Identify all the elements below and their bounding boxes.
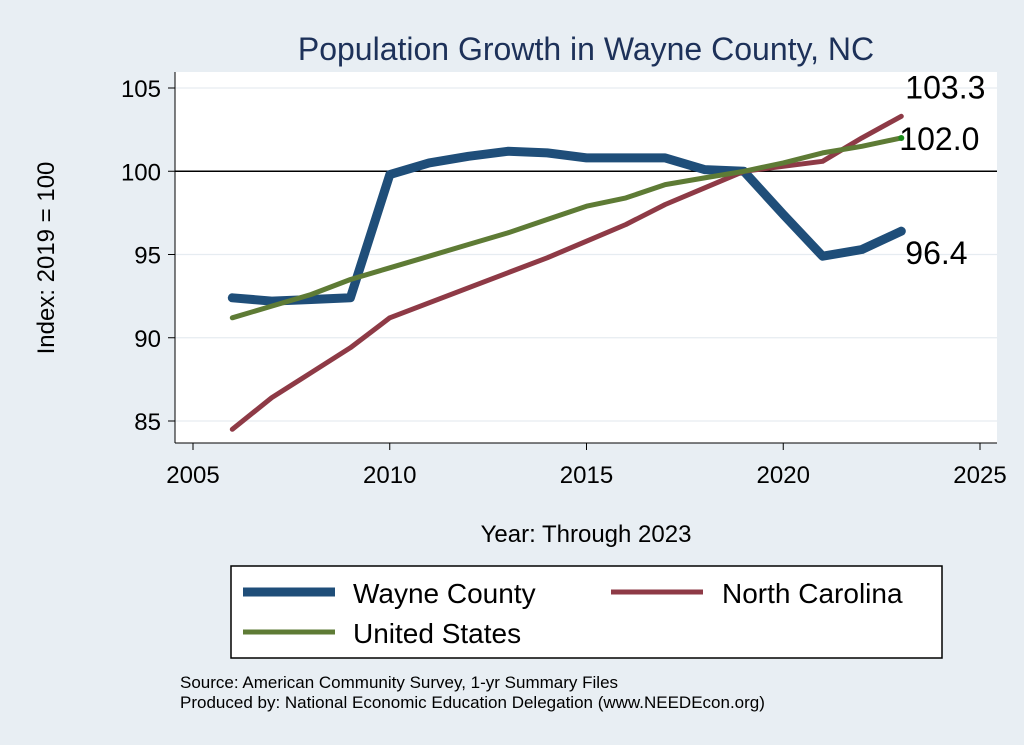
y-axis-label: Index: 2019 = 100	[33, 162, 60, 355]
end-dot-united-states	[898, 134, 905, 141]
legend: Wayne County North Carolina United State…	[230, 565, 943, 659]
legend-box	[230, 565, 943, 659]
y-tick-label-85: 85	[134, 409, 161, 436]
plot-background	[175, 72, 997, 443]
axis-ticks: 85 90 95 100 105 2005 2010 2015 2020 2025	[121, 76, 1007, 489]
x-tick-label-2015: 2015	[560, 462, 613, 489]
series-lines	[227, 113, 906, 432]
end-labels: 96.4 103.3 102.0	[899, 69, 985, 271]
x-tick-label-2010: 2010	[363, 462, 416, 489]
y-tick-label-105: 105	[121, 76, 161, 103]
end-label-wayne-county: 96.4	[905, 235, 967, 271]
x-tick-label-2020: 2020	[757, 462, 810, 489]
series-line-united-states	[229, 135, 904, 321]
produced-by-note: Produced by: National Economic Education…	[180, 693, 765, 712]
legend-label-wayne-county: Wayne County	[353, 578, 536, 609]
y-tick-label-95: 95	[134, 243, 161, 270]
series-line-wayne-county	[227, 146, 906, 306]
y-tick-label-90: 90	[134, 326, 161, 353]
x-axis-label: Year: Through 2023	[481, 521, 692, 548]
end-label-north-carolina: 103.3	[905, 69, 985, 105]
legend-label-north-carolina: North Carolina	[722, 578, 903, 609]
chart-title: Population Growth in Wayne County, NC	[298, 31, 874, 67]
series-line-north-carolina	[229, 113, 904, 432]
end-label-united-states: 102.0	[899, 121, 979, 157]
y-tick-label-100: 100	[121, 159, 161, 186]
x-tick-label-2005: 2005	[166, 462, 219, 489]
x-tick-label-2025: 2025	[953, 462, 1006, 489]
source-note: Source: American Community Survey, 1-yr …	[180, 673, 618, 692]
legend-label-united-states: United States	[353, 618, 521, 649]
